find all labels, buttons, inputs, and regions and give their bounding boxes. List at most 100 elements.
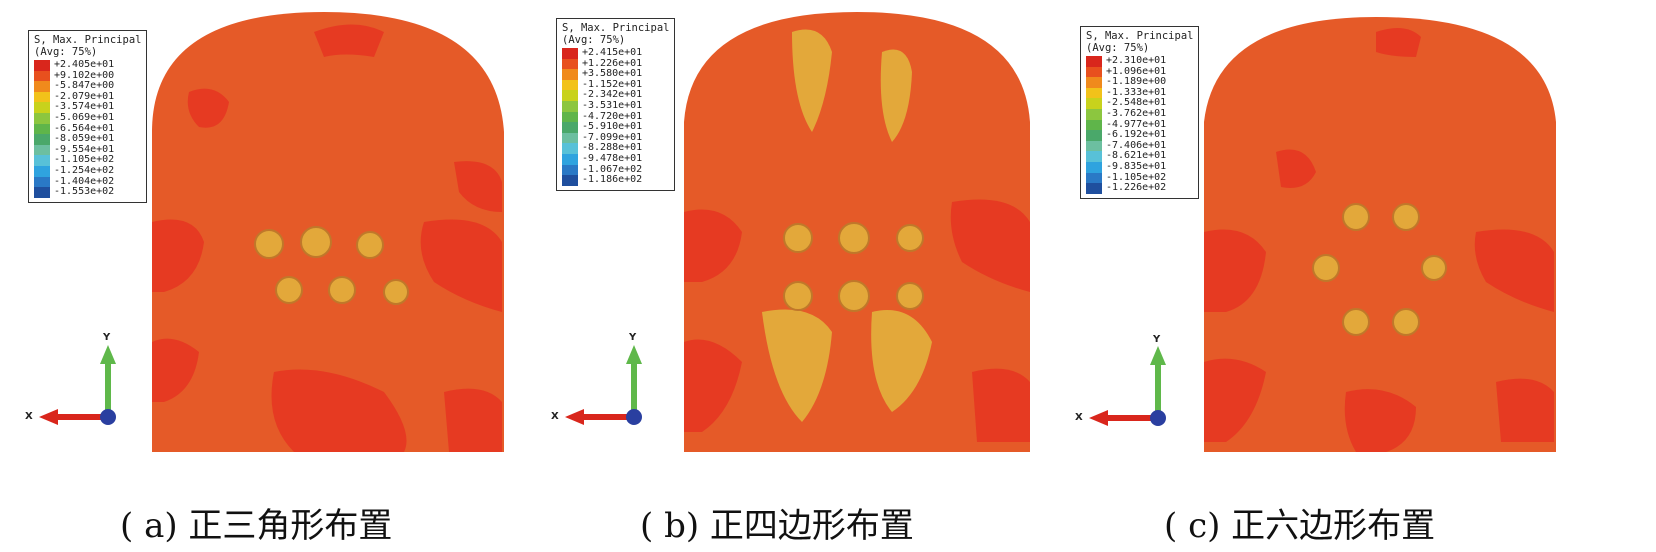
legend-swatch — [1086, 130, 1102, 141]
legend-swatch — [1086, 172, 1102, 184]
legend-value: -1.152e+01 — [582, 78, 643, 90]
legend-row: -1.333e+01 — [1086, 86, 1193, 99]
legend-value: -1.254e+02 — [54, 164, 115, 176]
legend-value: -3.574e+01 — [54, 101, 115, 113]
contour-plot-b — [684, 12, 1030, 452]
legend-value: +1.226e+01 — [582, 57, 643, 69]
legend-swatch — [34, 165, 50, 177]
legend-a: S, Max. Principal (Avg: 75%) +2.405e+01 +… — [28, 30, 148, 203]
legend-swatch — [1086, 66, 1102, 78]
legend-row: -1.226e+02 — [1086, 183, 1193, 194]
legend-swatch — [1086, 56, 1102, 67]
legend-value: -5.847e+00 — [54, 80, 115, 92]
legend-value: +2.310e+01 — [1106, 55, 1167, 66]
legend-swatch — [1086, 140, 1102, 152]
legend-row: -9.554e+01 — [34, 143, 141, 156]
legend-value: -7.406e+01 — [1106, 139, 1167, 151]
legend-swatch — [562, 79, 578, 91]
contour-field-c — [1204, 17, 1556, 452]
legend-row: -6.564e+01 — [34, 122, 141, 135]
mid-stress-band-b — [762, 29, 932, 422]
legend-swatch — [562, 100, 578, 112]
legend-row: -6.192e+01 — [1086, 130, 1193, 141]
legend-value: -5.069e+01 — [54, 111, 115, 123]
legend-c: S, Max. Principal (Avg: 75%) +2.310e+01 +… — [1080, 26, 1200, 199]
legend-swatch — [562, 164, 578, 176]
legend-row: -1.105e+02 — [34, 155, 141, 166]
legend-swatch — [562, 111, 578, 123]
legend-value: -8.288e+01 — [582, 142, 643, 154]
legend-swatch — [1086, 77, 1102, 88]
legend-row: +3.580e+01 — [562, 69, 669, 80]
legend-row: -5.847e+00 — [34, 81, 141, 92]
legend-value: -1.105e+02 — [1106, 171, 1167, 183]
legend-swatch — [34, 123, 50, 135]
legend-swatch — [562, 122, 578, 133]
legend-title-c: S, Max. Principal — [1086, 30, 1194, 42]
legend-value: -3.762e+01 — [1106, 107, 1167, 119]
legend-value: -3.531e+01 — [582, 99, 643, 111]
legend-row: -7.406e+01 — [1086, 139, 1193, 152]
panel-c: S, Max. Principal (Avg: 75%) +2.310e+01 +… — [1075, 12, 1576, 480]
legend-title-b: S, Max. Principal — [562, 22, 670, 34]
legend-value: -1.333e+01 — [1106, 86, 1167, 98]
legend-value: -1.226e+02 — [1106, 182, 1167, 194]
axis-triad-a — [39, 345, 116, 425]
legend-swatch — [562, 69, 578, 80]
axis-y-label-c: Y — [1153, 334, 1161, 345]
caption-b: ( b) 正四边形布置 — [640, 506, 914, 546]
legend-row: +2.415e+01 — [562, 47, 669, 59]
legend-swatch — [34, 91, 50, 103]
legend-row: +9.102e+00 — [34, 70, 141, 82]
legend-swatch — [34, 176, 50, 188]
legend-row: -3.762e+01 — [1086, 107, 1193, 120]
legend-swatch — [34, 144, 50, 156]
legend-value: -9.835e+01 — [1106, 160, 1167, 172]
legend-row: -3.574e+01 — [34, 102, 141, 113]
axis-x-label-c: X — [1075, 412, 1083, 423]
contour-plot-c — [1204, 17, 1556, 452]
legend-value: -6.564e+01 — [54, 122, 115, 134]
legend-value: -9.554e+01 — [54, 143, 115, 155]
axis-x-label-a: X — [25, 411, 33, 422]
legend-row: +2.310e+01 — [1086, 55, 1193, 67]
legend-swatch — [562, 153, 578, 165]
legend-swatch — [34, 60, 50, 71]
axis-triad-b — [565, 345, 642, 425]
axis-y-label-a: Y — [103, 332, 111, 343]
legend-swatch — [34, 112, 50, 124]
legend-value: +3.580e+01 — [582, 68, 643, 80]
high-stress-patches-c — [1204, 28, 1554, 452]
legend-rows-a: +2.405e+01 +9.102e+00 -5.847e+00 -2.079e+01… — [34, 59, 141, 198]
legend-subtitle-a: (Avg: 75%) — [34, 46, 98, 58]
legend-swatch — [34, 102, 50, 113]
legend-swatch — [562, 175, 578, 186]
legend-swatch — [1086, 183, 1102, 194]
high-stress-patches-b — [684, 199, 1030, 442]
legend-swatch — [1086, 161, 1102, 173]
high-stress-patches-a — [152, 24, 502, 452]
caption-a: ( a) 正三角形布置 — [120, 506, 393, 546]
legend-swatch — [34, 81, 50, 92]
legend-row: -5.069e+01 — [34, 111, 141, 124]
legend-swatch — [34, 187, 50, 198]
legend-swatch — [562, 48, 578, 59]
legend-value: -9.478e+01 — [582, 152, 643, 164]
legend-row: -1.105e+02 — [1086, 171, 1193, 184]
legend-swatch — [1086, 87, 1102, 99]
legend-value: +2.405e+01 — [54, 59, 115, 70]
legend-row: -8.288e+01 — [562, 143, 669, 154]
legend-row: -4.977e+01 — [1086, 119, 1193, 131]
legend-value: -7.099e+01 — [582, 131, 643, 143]
legend-row: -2.548e+01 — [1086, 98, 1193, 109]
legend-value: -1.186e+02 — [582, 174, 643, 186]
legend-b: S, Max. Principal (Avg: 75%) +2.415e+01 +… — [556, 18, 676, 191]
legend-row: -2.342e+01 — [562, 90, 669, 101]
legend-swatch — [562, 132, 578, 144]
legend-row: -1.404e+02 — [34, 176, 141, 188]
legend-value: -2.079e+01 — [54, 90, 115, 102]
legend-value: -2.548e+01 — [1106, 97, 1167, 109]
legend-swatch — [1086, 119, 1102, 131]
contour-plot-a — [152, 12, 504, 452]
legend-row: -9.478e+01 — [562, 152, 669, 165]
